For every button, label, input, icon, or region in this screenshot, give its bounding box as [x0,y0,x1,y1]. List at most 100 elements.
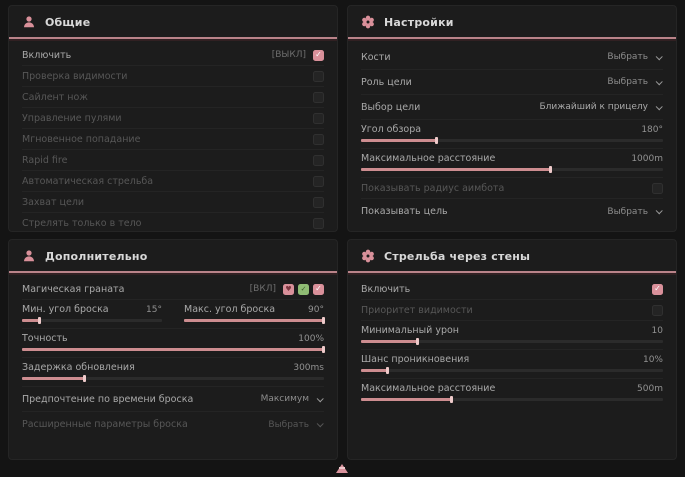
target-role-select[interactable]: Выбрать [605,75,663,89]
body-only-checkbox[interactable] [313,218,324,229]
person-icon [24,250,34,262]
check-icon: ✓ [315,50,322,59]
row-label: Кости [361,51,391,63]
chevron-down-icon [316,394,324,402]
row-penetration-chance: Шанс проникновения 10% [361,350,663,379]
row-instant-hit: Мгновенное попадание [22,129,324,150]
row-body-only: Стрелять только в тело [22,213,324,231]
bullet-control-checkbox[interactable] [313,112,324,124]
slider-thumb[interactable] [434,137,438,144]
row-label: Проверка видимости [22,70,128,82]
magic-grenade-checkbox[interactable]: ✓ [313,283,324,295]
slider-value: 15° [146,304,162,315]
scroll-up-indicator-icon[interactable] [336,464,348,473]
slider-thumb[interactable] [549,166,553,173]
panel-grid: Общие Включить [ВЫКЛ] ✓ Проверка видимос… [8,5,677,460]
slider-thumb[interactable] [386,367,390,374]
enable-checkbox[interactable]: ✓ [313,49,324,61]
accuracy-slider[interactable] [22,346,325,353]
show-target-select[interactable]: Выбрать [605,205,663,219]
slider-thumb[interactable] [38,317,42,324]
row-label: Магическая граната [22,283,125,295]
min-damage-slider[interactable] [361,338,663,345]
row-advanced-throw: Расширенные параметры броска Выбрать [22,412,324,437]
row-label: Приоритет видимости [361,304,473,316]
slider-thumb[interactable] [322,317,325,324]
panel-settings-header: Настройки [348,6,676,39]
fov-slider[interactable] [361,137,663,144]
max-distance-slider[interactable] [361,166,663,173]
target-select[interactable]: Ближайший к прицелу [537,100,663,114]
panel-additional-body: Магическая граната [ВКЛ] ♥ ✓ ✓ Мин. угол… [9,273,337,445]
row-label: Захват цели [22,196,85,208]
bones-select[interactable]: Выбрать [605,50,663,64]
person-icon [24,16,34,28]
row-show-target: Показывать цель Выбрать [361,199,663,224]
slider-label: Максимальное расстояние [361,383,496,394]
instant-hit-checkbox[interactable] [313,133,324,145]
row-throw-time: Предпочтение по времени броска Максимум [22,387,324,412]
row-label: Управление пулями [22,112,122,124]
row-silent-knife: Сайлент нож [22,87,324,108]
rapid-fire-checkbox[interactable] [313,154,324,166]
row-bullet-control: Управление пулями [22,108,324,129]
panel-wallbang-body: Включить ✓ Приоритет видимости Минимальн… [348,273,676,415]
gear-icon [362,249,374,263]
silent-knife-checkbox[interactable] [313,91,324,103]
visibility-check-checkbox[interactable] [313,70,324,82]
row-bones: Кости Выбрать [361,45,663,70]
wallbang-enable-checkbox[interactable]: ✓ [652,283,663,295]
slider-thumb[interactable] [449,396,453,403]
heart-badge-icon[interactable]: ♥ [283,283,294,295]
show-radius-checkbox[interactable] [652,182,663,194]
chevron-down-icon [655,77,663,85]
select-value: Максимум [260,394,309,404]
slider-label: Максимальное расстояние [361,153,496,164]
row-target-lock: Захват цели [22,192,324,213]
slider-value: 180° [641,124,663,135]
min-angle-slider[interactable] [22,317,162,324]
check-badge-icon[interactable]: ✓ [298,283,309,295]
panel-settings: Настройки Кости Выбрать Роль цели Выбрат… [347,5,677,232]
penetration-chance-slider[interactable] [361,367,663,374]
gear-icon [362,15,374,29]
panel-general: Общие Включить [ВЫКЛ] ✓ Проверка видимос… [8,5,338,232]
angle-sliders: Мин. угол броска 15° Макс. угол броска 9… [22,300,325,329]
advanced-throw-select[interactable]: Выбрать [266,418,324,432]
hotkey-tag: [ВЫКЛ] [271,50,306,60]
slider-thumb[interactable] [416,338,420,345]
slider-label: Задержка обновления [22,362,135,373]
select-value: Ближайший к прицелу [539,102,648,112]
row-label: Включить [22,49,72,61]
panel-title: Настройки [384,15,454,29]
row-magic-grenade: Магическая граната [ВКЛ] ♥ ✓ ✓ [22,279,324,300]
slider-label: Шанс проникновения [361,354,470,365]
wall-max-distance-slider[interactable] [361,396,663,403]
row-visibility-priority: Приоритет видимости [361,300,663,321]
chevron-down-icon [316,420,324,428]
panel-additional-header: Дополнительно [9,240,337,273]
row-show-radius: Показывать радиус аимбота [361,178,663,199]
row-label: Показывать радиус аимбота [361,182,505,194]
visibility-priority-checkbox[interactable] [652,304,663,316]
throw-time-select[interactable]: Максимум [259,392,324,406]
row-label: Роль цели [361,76,412,88]
update-delay-slider[interactable] [22,375,324,382]
row-label: Сайлент нож [22,91,88,103]
row-label: Показывать цель [361,206,448,217]
panel-general-body: Включить [ВЫКЛ] ✓ Проверка видимости Сай… [9,39,337,231]
select-value: Выбрать [607,52,648,62]
max-angle-slider[interactable] [184,317,325,324]
row-enable: Включить [ВЫКЛ] ✓ [22,45,324,66]
row-min-damage: Минимальный урон 10 [361,321,663,350]
panel-wallbang: Стрельба через стены Включить ✓ Приорите… [347,239,677,460]
slider-thumb[interactable] [83,375,87,382]
target-lock-checkbox[interactable] [313,196,324,208]
panel-additional: Дополнительно Магическая граната [ВКЛ] ♥… [8,239,338,460]
slider-label: Мин. угол броска [22,304,109,315]
auto-fire-checkbox[interactable] [313,175,324,187]
row-max-angle: Макс. угол броска 90° [184,300,325,328]
row-label: Включить [361,283,411,295]
slider-thumb[interactable] [322,346,325,353]
